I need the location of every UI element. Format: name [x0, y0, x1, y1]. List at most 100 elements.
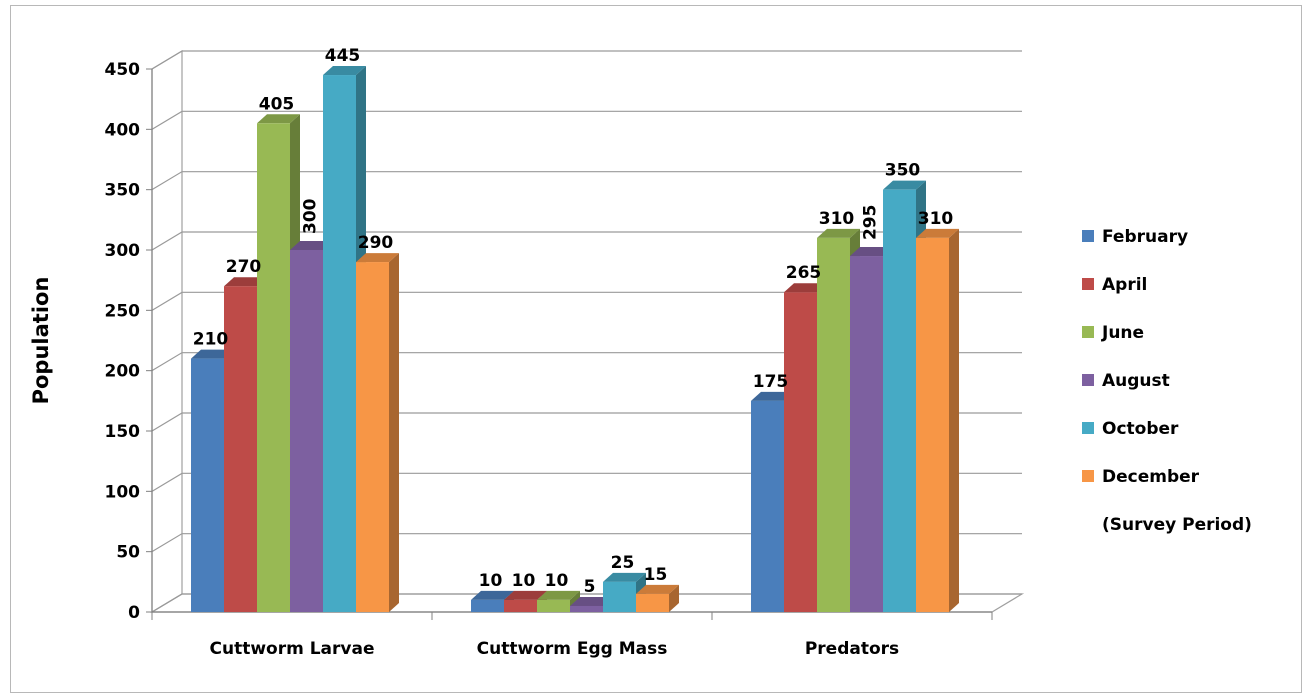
gridline	[151, 110, 1022, 130]
legend-note: (Survey Period)	[1102, 515, 1252, 535]
y-tick-label: 250	[105, 301, 141, 321]
side-wall	[151, 49, 183, 614]
bar-side	[389, 253, 399, 613]
y-axis-ticks: 0 50 100 150 200 250 300 350 400 450	[105, 60, 152, 623]
x-category-label: Cuttworm Egg Mass	[477, 639, 668, 659]
bar	[323, 75, 356, 613]
data-label: 10	[545, 571, 569, 591]
bar-top	[191, 349, 234, 359]
data-label: 300	[301, 198, 321, 234]
bar-top	[570, 596, 613, 606]
bar-top	[323, 66, 366, 76]
data-label: 175	[753, 372, 789, 392]
gridlines	[151, 50, 1022, 613]
gridline	[151, 352, 1022, 372]
y-tick-label: 200	[105, 362, 141, 382]
gridline	[151, 593, 1022, 613]
x-axis-categories: Cuttworm Larvae Cuttworm Egg Mass Predator…	[209, 639, 899, 659]
data-label: 270	[226, 257, 262, 277]
data-label: 310	[819, 209, 855, 229]
legend-label: December	[1102, 467, 1200, 487]
legend-swatch	[1082, 422, 1094, 434]
x-category-label: Predators	[805, 639, 899, 659]
bar-top	[290, 241, 333, 250]
bar-top	[784, 283, 827, 293]
data-label: 290	[358, 233, 394, 253]
y-tick-label: 300	[105, 241, 141, 261]
bar	[224, 286, 257, 612]
y-tick-label: 100	[105, 482, 141, 502]
bar-top	[257, 114, 300, 124]
bar	[751, 400, 784, 612]
bar	[817, 237, 850, 612]
gridline	[151, 472, 1022, 492]
data-label: 265	[786, 263, 822, 283]
gridline	[151, 171, 1022, 191]
legend-label: June	[1101, 323, 1144, 343]
bar-side	[669, 584, 679, 612]
data-label: 445	[325, 46, 361, 66]
x-category-label: Cuttworm Larvae	[209, 639, 374, 659]
bar-top	[356, 253, 399, 263]
bar	[850, 256, 883, 612]
data-label: 210	[193, 330, 229, 350]
bar-top	[817, 228, 860, 238]
data-label: 10	[479, 571, 503, 591]
legend-swatch	[1082, 374, 1094, 386]
legend-swatch	[1082, 278, 1094, 290]
bars	[191, 66, 959, 613]
bar	[883, 189, 916, 612]
bar	[784, 292, 817, 612]
data-label: 295	[861, 205, 881, 241]
legend-label: February	[1102, 227, 1188, 247]
bar	[537, 599, 570, 612]
data-label: 5	[584, 577, 596, 597]
data-label: 310	[918, 209, 954, 229]
bar-top	[751, 391, 794, 401]
bar	[636, 593, 669, 612]
y-tick-label: 0	[128, 603, 140, 623]
gridline	[151, 412, 1022, 432]
gridline	[151, 291, 1022, 311]
bar-top	[916, 228, 959, 238]
bar	[916, 237, 949, 612]
legend-label: October	[1102, 419, 1179, 439]
data-label: 25	[611, 553, 635, 573]
legend: February April June August October December (S…	[1082, 227, 1252, 535]
legend-label: August	[1102, 371, 1170, 391]
y-tick-label: 150	[105, 422, 141, 442]
bar	[191, 358, 224, 612]
bar	[257, 123, 290, 613]
legend-label: April	[1102, 275, 1147, 295]
bar-top	[224, 277, 267, 287]
data-label: 350	[885, 161, 921, 181]
bar	[504, 599, 537, 612]
bar-top	[537, 590, 580, 600]
data-labels: 210 270 405 300 445 290 10 10 10 5 25 15 175 265 310 29…	[193, 46, 954, 597]
gridline	[151, 533, 1022, 553]
bar-top	[471, 590, 514, 600]
legend-swatch	[1082, 230, 1094, 242]
y-tick-label: 450	[105, 60, 141, 80]
y-tick-label: 50	[116, 543, 140, 563]
bar	[356, 262, 389, 612]
gridline	[151, 231, 1022, 251]
y-axis-label: Population	[29, 277, 53, 405]
bar-top	[603, 572, 646, 582]
data-label: 405	[259, 94, 295, 114]
y-tick-label: 350	[105, 181, 141, 201]
data-label: 10	[512, 571, 536, 591]
bar	[603, 581, 636, 612]
bar	[290, 250, 323, 612]
bar	[570, 605, 603, 612]
bar-top	[850, 247, 893, 257]
bar-side	[949, 228, 959, 612]
bar-top	[636, 584, 679, 594]
data-label: 15	[644, 565, 668, 585]
bar	[471, 599, 504, 612]
bar-top	[883, 180, 926, 190]
gridline	[151, 50, 1022, 70]
bar-top	[504, 590, 547, 600]
legend-swatch	[1082, 470, 1094, 482]
